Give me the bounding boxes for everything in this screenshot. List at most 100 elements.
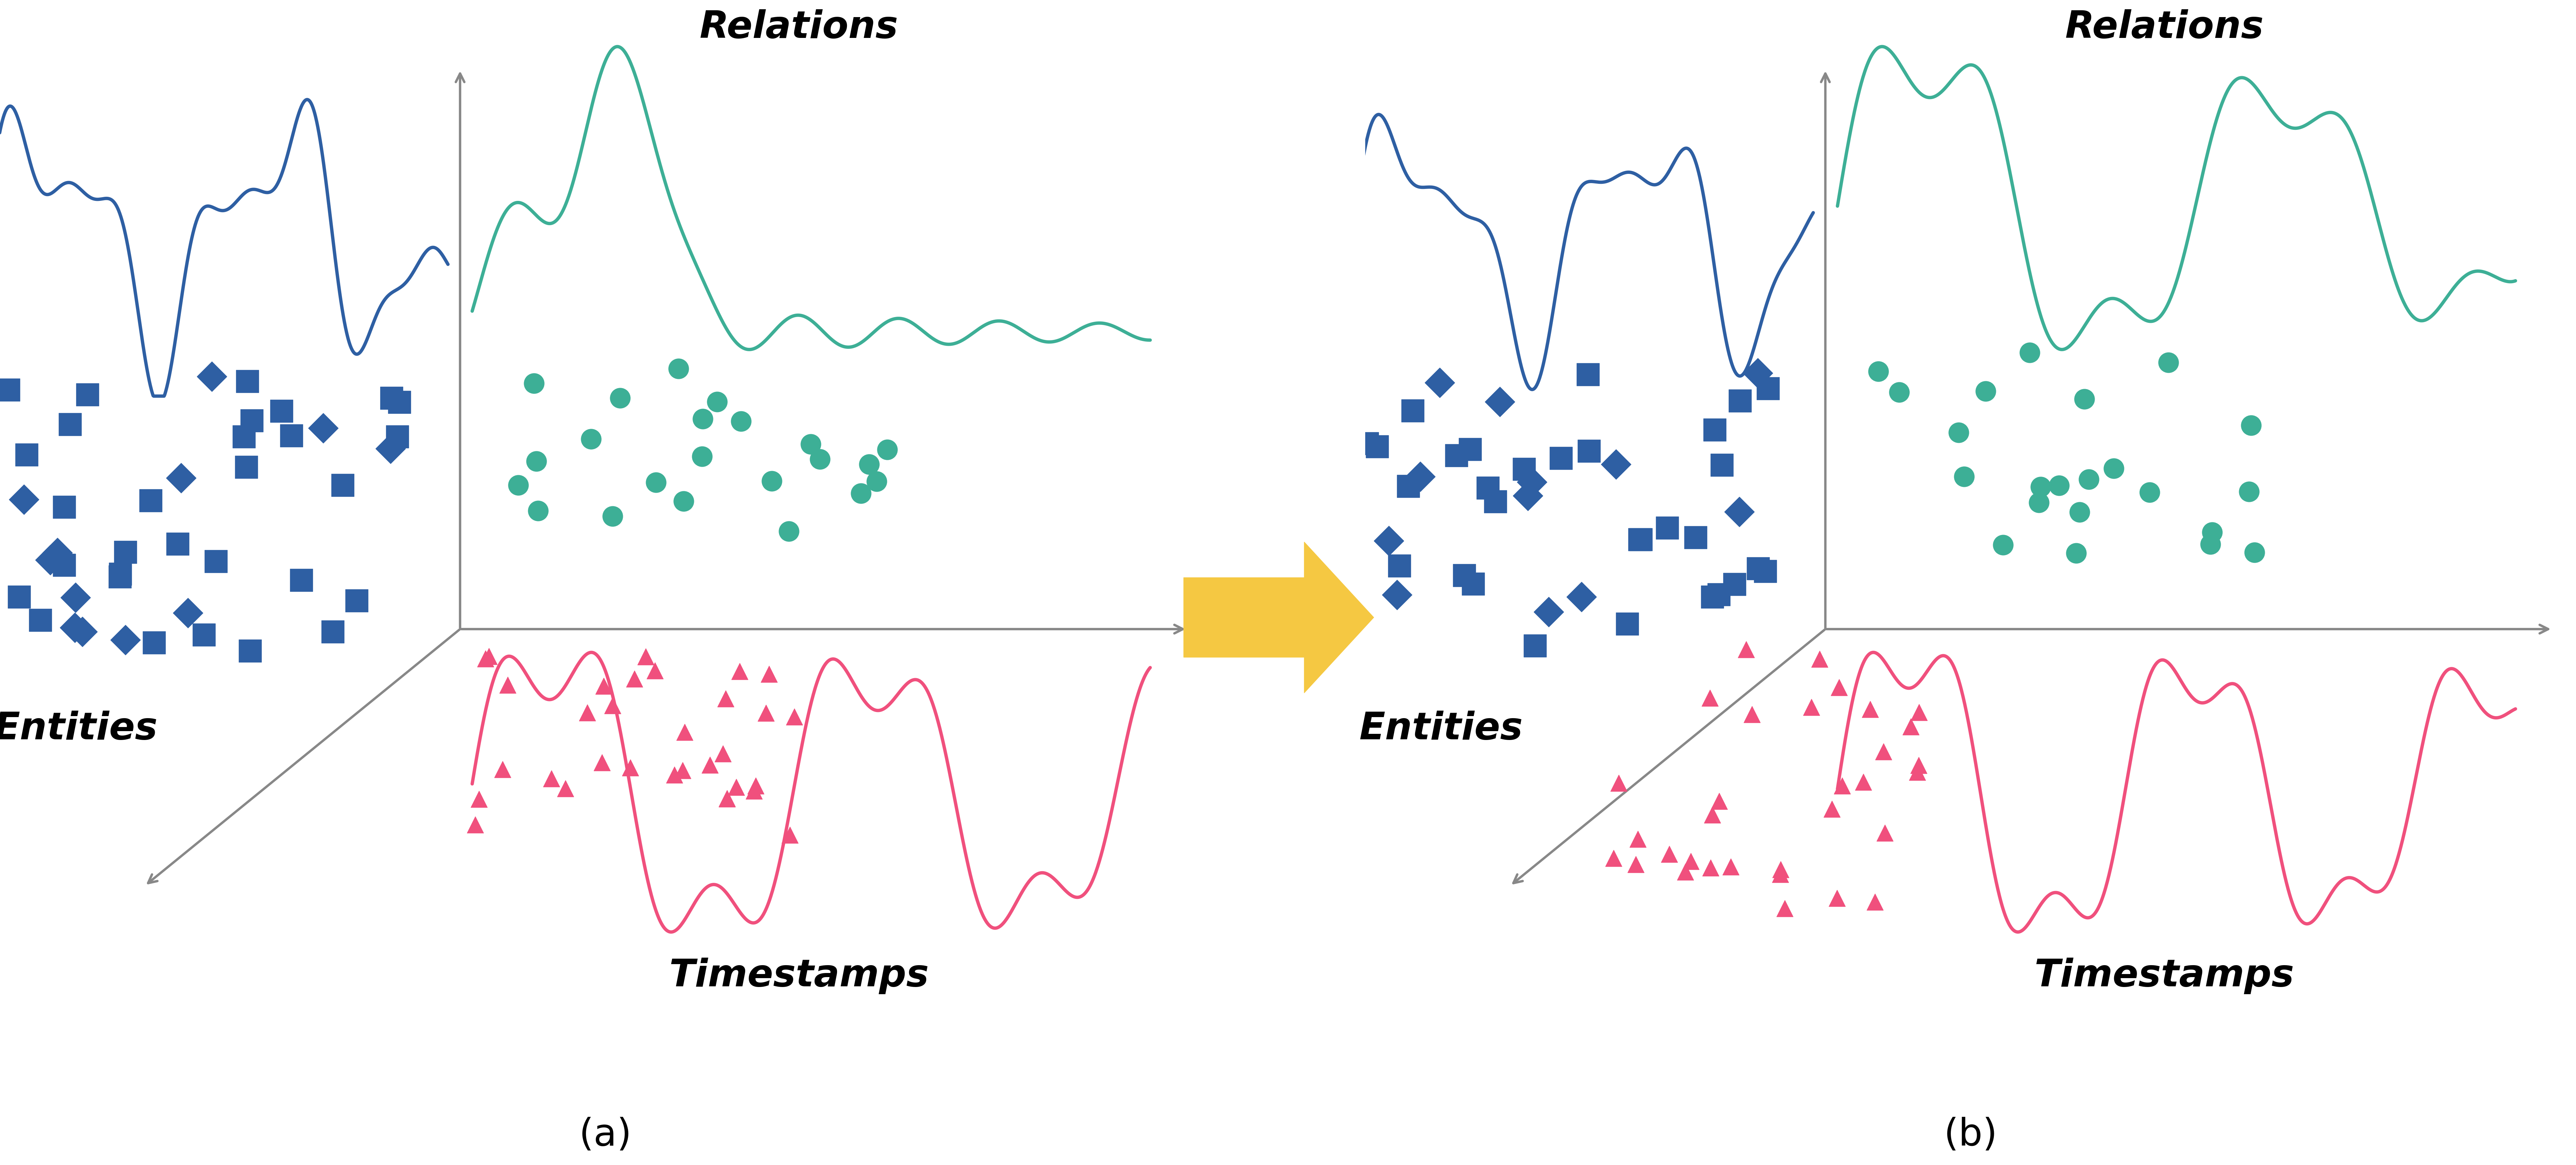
Point bbox=[592, 697, 634, 715]
Point bbox=[487, 676, 528, 694]
Point bbox=[567, 704, 608, 722]
Point bbox=[167, 603, 209, 622]
Point bbox=[791, 435, 832, 453]
Point bbox=[1878, 383, 1919, 402]
Text: Timestamps: Timestamps bbox=[2035, 958, 2295, 994]
Point bbox=[1726, 640, 1767, 658]
Point bbox=[657, 359, 698, 377]
Point bbox=[1435, 446, 1476, 465]
Point bbox=[546, 779, 587, 798]
Point bbox=[379, 393, 420, 411]
FancyArrow shape bbox=[1185, 542, 1373, 693]
Point bbox=[2130, 482, 2172, 501]
Point bbox=[665, 722, 706, 741]
Point bbox=[848, 454, 889, 473]
Point bbox=[773, 707, 814, 726]
Point bbox=[106, 630, 147, 649]
Point bbox=[2009, 344, 2050, 362]
Point bbox=[1618, 530, 1659, 549]
Point bbox=[100, 565, 142, 584]
Point bbox=[1698, 792, 1739, 811]
Point bbox=[716, 778, 757, 797]
Point bbox=[1569, 442, 1610, 460]
Point bbox=[1816, 889, 1857, 908]
Point bbox=[1378, 557, 1419, 576]
Point bbox=[160, 468, 201, 487]
Point bbox=[322, 476, 363, 495]
Point bbox=[634, 662, 675, 680]
Point bbox=[518, 502, 559, 521]
Point bbox=[371, 389, 412, 408]
Point bbox=[1347, 435, 1388, 453]
Point bbox=[582, 753, 623, 771]
Point bbox=[1453, 574, 1494, 593]
Point bbox=[482, 760, 523, 778]
Point bbox=[54, 588, 95, 607]
Point bbox=[626, 648, 667, 666]
Point bbox=[1747, 380, 1788, 398]
Point bbox=[2231, 416, 2272, 435]
Point bbox=[696, 393, 737, 411]
Point bbox=[706, 789, 747, 807]
Point bbox=[1476, 492, 1517, 510]
Point bbox=[1842, 772, 1883, 791]
Point bbox=[703, 744, 744, 763]
Point bbox=[1528, 602, 1569, 621]
Point bbox=[3, 490, 44, 509]
Point bbox=[469, 647, 510, 665]
Point bbox=[582, 677, 623, 696]
Point bbox=[134, 634, 175, 652]
Point bbox=[662, 492, 703, 510]
Point bbox=[1710, 857, 1752, 876]
Point bbox=[376, 428, 417, 446]
Point bbox=[270, 426, 312, 445]
Point bbox=[768, 522, 809, 541]
Point bbox=[1419, 373, 1461, 391]
Point bbox=[1507, 486, 1548, 504]
Point bbox=[227, 458, 268, 476]
Point bbox=[2056, 544, 2097, 563]
Point bbox=[1850, 700, 1891, 719]
Point bbox=[1891, 718, 1932, 736]
Point bbox=[1646, 518, 1687, 537]
Point bbox=[191, 367, 232, 386]
Point bbox=[2063, 389, 2105, 408]
Point bbox=[752, 472, 793, 490]
Point bbox=[1504, 460, 1546, 479]
Point bbox=[1736, 363, 1777, 382]
Point bbox=[1984, 536, 2025, 555]
Text: Entities: Entities bbox=[0, 711, 157, 747]
Point bbox=[706, 690, 747, 708]
Point bbox=[183, 626, 224, 644]
Point bbox=[855, 472, 896, 490]
Point bbox=[734, 782, 775, 800]
Point bbox=[1899, 702, 1940, 721]
Point bbox=[301, 418, 343, 437]
Point bbox=[0, 381, 28, 400]
Point bbox=[49, 415, 90, 433]
Point bbox=[1759, 860, 1801, 878]
Point bbox=[1698, 585, 1739, 603]
Point bbox=[1899, 756, 1940, 775]
Point bbox=[734, 777, 775, 796]
Point bbox=[1700, 456, 1741, 474]
Point bbox=[1597, 774, 1638, 792]
Point bbox=[100, 567, 142, 586]
Point bbox=[1674, 528, 1716, 546]
Point bbox=[1358, 437, 1399, 456]
Point bbox=[654, 765, 696, 784]
Point bbox=[232, 411, 273, 430]
Point bbox=[44, 497, 85, 516]
Point bbox=[1664, 862, 1705, 881]
Point bbox=[1896, 763, 1937, 782]
Point bbox=[662, 761, 703, 779]
Point bbox=[312, 622, 353, 641]
Point bbox=[54, 619, 95, 637]
Point bbox=[2069, 469, 2110, 488]
Point bbox=[1759, 864, 1801, 883]
Point bbox=[1857, 362, 1899, 381]
Point bbox=[0, 587, 39, 606]
Point bbox=[1540, 449, 1582, 467]
Point bbox=[1595, 456, 1636, 474]
Point bbox=[1479, 393, 1520, 411]
